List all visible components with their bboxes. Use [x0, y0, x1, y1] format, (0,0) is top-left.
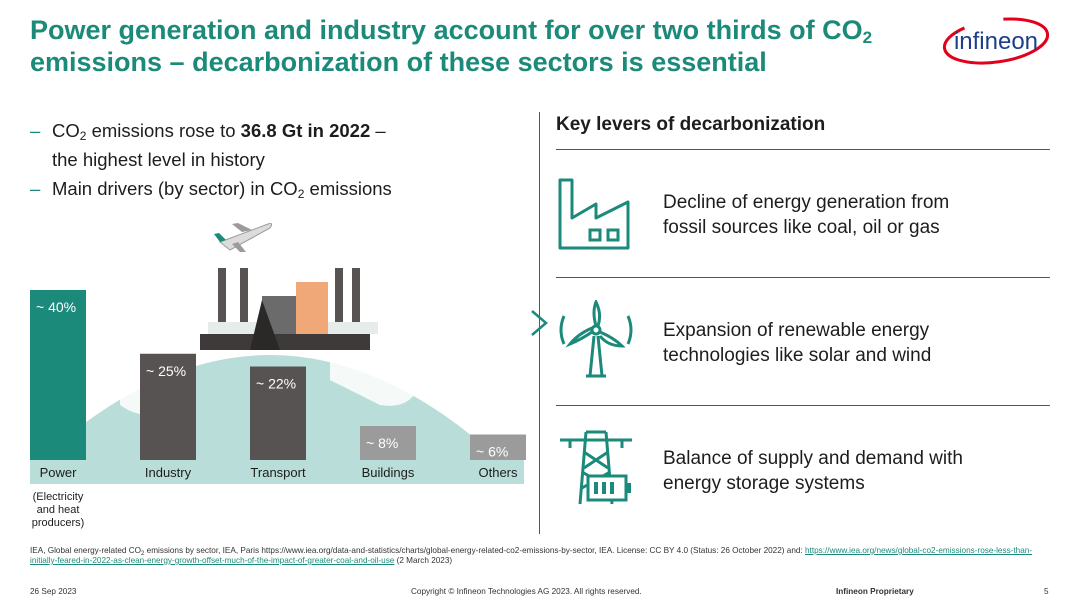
- bullet-list: – CO2 emissions rose to 36.8 Gt in 2022 …: [30, 116, 510, 203]
- source-note: IEA, Global energy-related CO2 emissions…: [30, 546, 1050, 566]
- lever-1-line-2: fossil sources like coal, oil or gas: [663, 217, 940, 238]
- lever-2-line-2: technologies like solar and wind: [663, 345, 932, 366]
- footer-date: 26 Sep 2023: [30, 587, 77, 596]
- heading-rule: [556, 149, 1050, 150]
- bars-group: ~ 40% Power ~ 25% Industry ~ 22% Transport ~ 8…: [30, 290, 526, 480]
- bar-transport: [250, 366, 306, 460]
- bar-others: [470, 434, 526, 460]
- lever-2-text: Expansion of renewable energy technologi…: [663, 318, 1043, 368]
- globe-continent: [330, 357, 420, 406]
- source-sub: 2: [141, 551, 145, 557]
- category-label-transport: Transport: [250, 465, 306, 480]
- title-line-1: Power generation and industry account fo…: [30, 15, 863, 45]
- bullet-2-sub: 2: [297, 187, 305, 201]
- lever-3-line-1: Balance of supply and demand with: [663, 448, 963, 469]
- lever-rule: [556, 277, 1050, 278]
- logo-text: infineon: [954, 28, 1038, 55]
- lever-1-line-1: Decline of energy generation from: [663, 192, 950, 213]
- wind-turbine-icon: [559, 300, 633, 378]
- bullet-2: – Main drivers (by sector) in CO2 emissi…: [30, 174, 510, 203]
- value-label-power: ~ 40%: [36, 299, 76, 315]
- value-label-transport: ~ 22%: [256, 376, 296, 392]
- page-number: 5: [1044, 587, 1049, 596]
- title-line-2: emissions – decarbonization of these sec…: [30, 47, 767, 77]
- source-link[interactable]: https://www.iea.org/news/global-co2-emis…: [30, 546, 1033, 565]
- lever-2-line-1: Expansion of renewable energy: [663, 320, 930, 341]
- bullet-2-text-b: emissions: [304, 178, 392, 199]
- factory-icon: [558, 178, 630, 250]
- power-note-line: and heat: [37, 504, 80, 516]
- category-label-power: Power: [40, 465, 78, 480]
- bullet-dash: –: [30, 120, 41, 141]
- factory-illustration: [200, 268, 378, 350]
- footer-proprietary: Infineon Proprietary: [836, 587, 914, 596]
- bar-industry: [140, 353, 196, 460]
- lever-3-text: Balance of supply and demand with energy…: [663, 446, 1043, 496]
- bullet-1-sub: 2: [79, 129, 87, 143]
- power-note-line: producers): [32, 517, 85, 529]
- category-label-industry: Industry: [145, 465, 192, 480]
- lever-rule: [556, 405, 1050, 406]
- bullet-1-line-2: the highest level in history: [52, 149, 265, 170]
- bullet-2-text-a: Main drivers (by sector) in CO: [52, 178, 298, 199]
- value-label-buildings: ~ 8%: [366, 435, 398, 451]
- chevron-right-icon: [531, 310, 548, 336]
- bullet-1-text-b: emissions rose to: [86, 120, 241, 141]
- vertical-divider: [539, 112, 540, 534]
- bar-buildings: [360, 426, 416, 460]
- value-label-others: ~ 6%: [476, 444, 508, 460]
- bullet-1-text-a: CO: [52, 120, 80, 141]
- source-text-c: (2 March 2023): [394, 556, 453, 565]
- title-subscript: 2: [862, 28, 873, 47]
- category-label-buildings: Buildings: [362, 465, 415, 480]
- bullet-dash: –: [30, 178, 41, 199]
- emissions-by-sector-chart: ~ 40% Power ~ 25% Industry ~ 22% Transport ~ 8…: [30, 223, 526, 529]
- source-text-a: IEA, Global energy-related CO: [30, 546, 142, 555]
- bullet-1-bold: 36.8 Gt in 2022: [240, 120, 371, 141]
- category-strip: [30, 460, 524, 484]
- category-label-others: Others: [478, 465, 518, 480]
- lever-1-text: Decline of energy generation from fossil…: [663, 190, 1043, 240]
- slide-title: Power generation and industry account fo…: [30, 14, 910, 78]
- bullet-1-text-c: –: [370, 120, 386, 141]
- levers-heading: Key levers of decarbonization: [556, 114, 826, 135]
- power-note-line: (Electricity: [33, 491, 84, 503]
- source-text-b: emissions by sector, IEA, Paris https://…: [144, 546, 805, 555]
- lever-3-line-2: energy storage systems: [663, 473, 865, 494]
- airplane-icon: [214, 223, 273, 252]
- infineon-logo: infineon: [942, 17, 1050, 65]
- bullet-1: – CO2 emissions rose to 36.8 Gt in 2022 …: [30, 116, 510, 174]
- power-grid-battery-icon: [560, 430, 632, 505]
- value-label-industry: ~ 25%: [146, 363, 186, 379]
- bar-power: [30, 290, 86, 460]
- footer-copyright: Copyright © Infineon Technologies AG 202…: [411, 587, 642, 596]
